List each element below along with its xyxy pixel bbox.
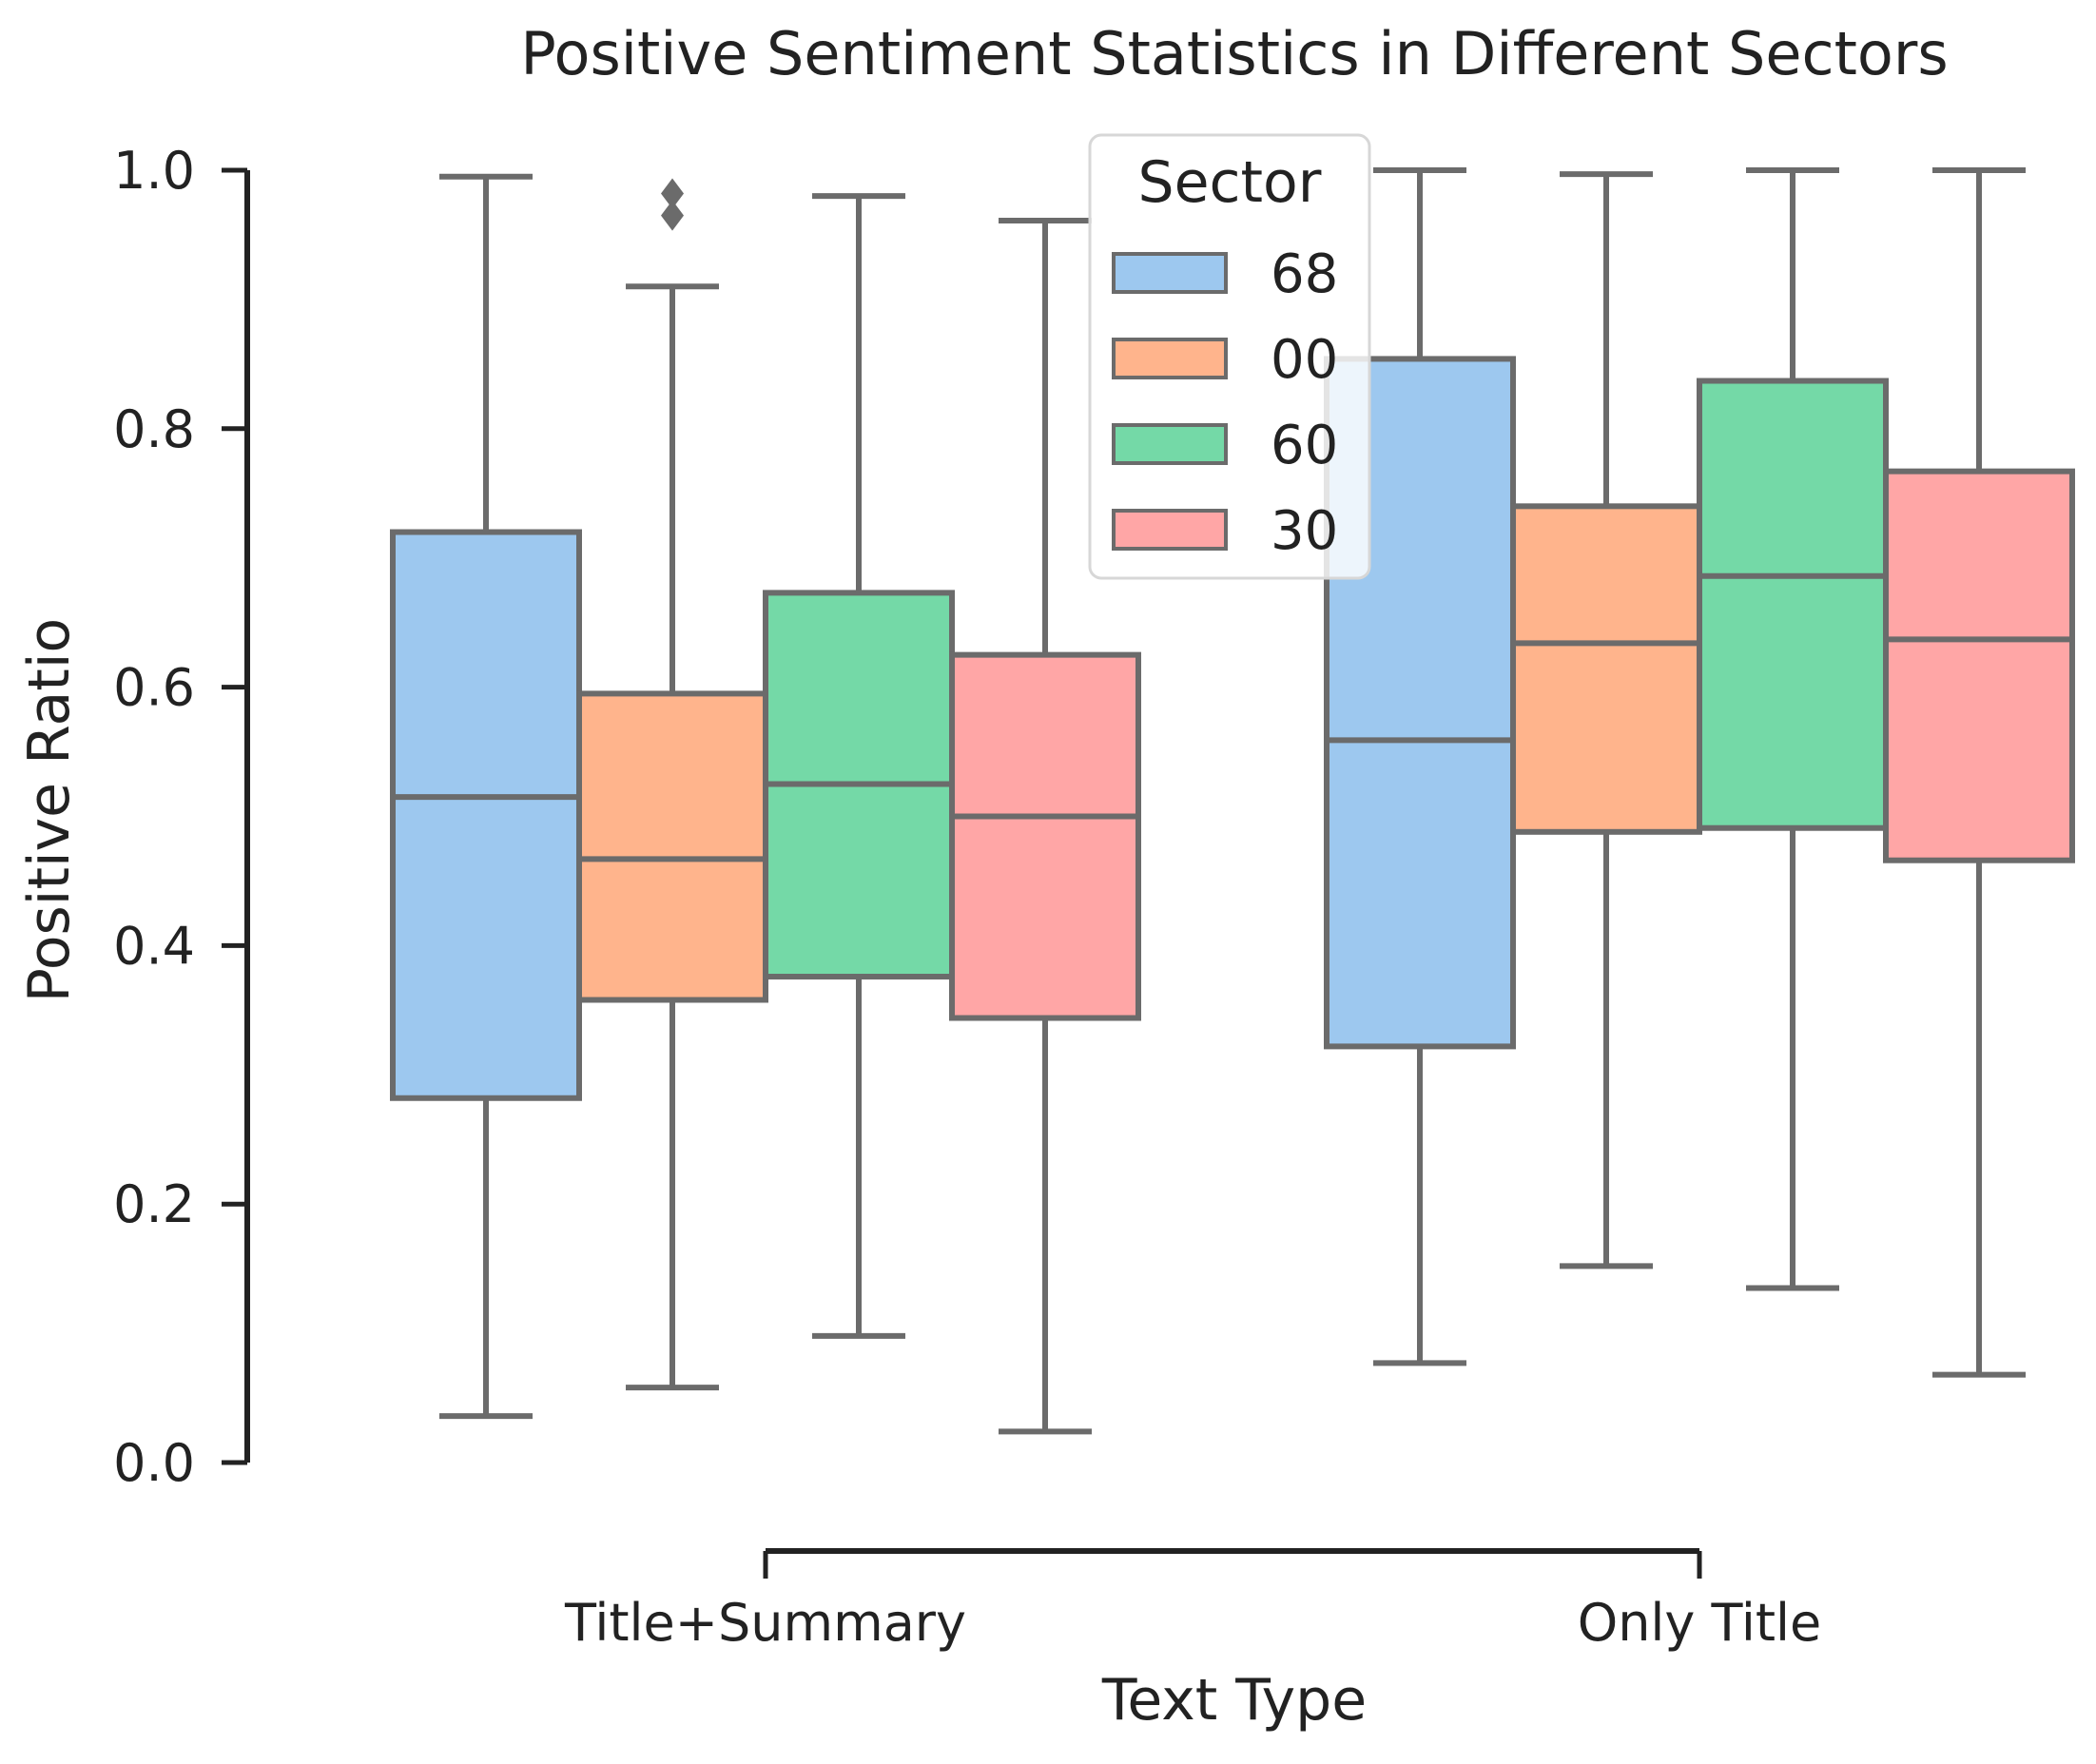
legend-label: 00 (1271, 329, 1338, 391)
outlier-marker (661, 200, 684, 231)
legend-title: Sector (1138, 149, 1322, 216)
legend: Sector 68 00 60 30 (1088, 133, 1371, 580)
iqr-box (1883, 468, 2075, 863)
iqr-box (949, 651, 1141, 1021)
box-group (763, 193, 955, 1339)
x-tick-label: Only Title (1578, 1593, 1822, 1653)
legend-swatch (1112, 423, 1228, 465)
y-axis-label: Positive Ratio (16, 618, 83, 1002)
legend-label: 68 (1271, 243, 1338, 305)
box-group (1883, 167, 2075, 1378)
x-tick-label: Title+Summary (564, 1593, 966, 1653)
legend-swatch (1112, 509, 1228, 551)
legend-label: 60 (1271, 415, 1338, 476)
iqr-box (1510, 503, 1702, 835)
outlier-marker (661, 178, 684, 209)
legend-label: 30 (1271, 500, 1338, 562)
box-group (1510, 171, 1702, 1270)
iqr-box (390, 529, 582, 1101)
iqr-box (576, 690, 768, 1003)
y-tick-label: 1.0 (113, 141, 195, 201)
y-tick-label: 0.0 (113, 1433, 195, 1493)
y-tick-label: 0.8 (113, 399, 195, 459)
x-axis-label: Text Type (1101, 1667, 1367, 1734)
box-group (1697, 167, 1889, 1291)
iqr-box (1697, 378, 1889, 831)
box-group (576, 178, 768, 1391)
y-tick-label: 0.6 (113, 658, 195, 718)
legend-box (1088, 133, 1371, 580)
chart-title: Positive Sentiment Statistics in Differe… (520, 19, 1948, 88)
legend-swatch (1112, 252, 1228, 294)
axes: 0.0 0.2 0.4 0.6 0.8 1.0 Title+Summary Only Titl… (113, 141, 1821, 1653)
box-group (390, 173, 582, 1420)
legend-swatch (1112, 338, 1228, 379)
y-tick-label: 0.2 (113, 1174, 195, 1234)
box-group (949, 218, 1141, 1435)
y-tick-label: 0.4 (113, 916, 195, 976)
